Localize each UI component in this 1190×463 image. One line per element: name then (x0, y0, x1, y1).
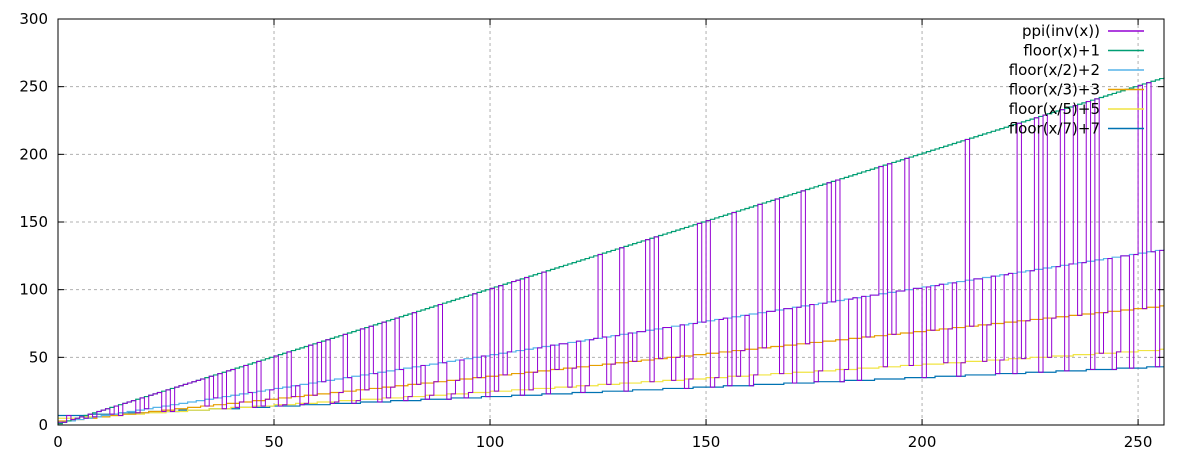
y-tick-label: 250 (19, 78, 48, 96)
x-tick-label: 50 (264, 433, 283, 451)
y-tick-label: 300 (19, 10, 48, 28)
legend-label: floor(x/5)+5 (1009, 100, 1100, 118)
x-tick-label: 150 (692, 433, 721, 451)
legend-label: floor(x/2)+2 (1009, 61, 1100, 79)
legend-label: ppi(inv(x)) (1022, 22, 1100, 40)
legend-label: floor(x/3)+3 (1009, 81, 1100, 99)
x-tick-label: 100 (476, 433, 505, 451)
y-tick-label: 0 (38, 416, 48, 434)
y-tick-label: 150 (19, 213, 48, 231)
y-tick-label: 50 (29, 348, 48, 366)
series-layer (58, 77, 1165, 425)
y-tick-label: 100 (19, 281, 48, 299)
legend-label: floor(x/7)+7 (1009, 120, 1100, 138)
x-tick-label: 200 (908, 433, 937, 451)
tick-labels: 0 50 100 150 200 250 0 50 100 150 200 250 300 (19, 10, 1152, 451)
axes (57, 18, 1165, 426)
x-tick-label: 0 (53, 433, 63, 451)
y-tick-label: 200 (19, 145, 48, 163)
x-tick-label: 250 (1124, 433, 1153, 451)
legend-label: floor(x)+1 (1023, 42, 1100, 60)
series-floor-x-3-3 (58, 305, 1164, 422)
series-ppi-inv-x (58, 77, 1165, 423)
series-floor-x-2-2 (58, 249, 1165, 423)
